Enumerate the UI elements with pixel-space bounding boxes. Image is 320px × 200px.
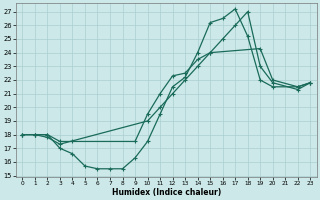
X-axis label: Humidex (Indice chaleur): Humidex (Indice chaleur) <box>112 188 221 197</box>
